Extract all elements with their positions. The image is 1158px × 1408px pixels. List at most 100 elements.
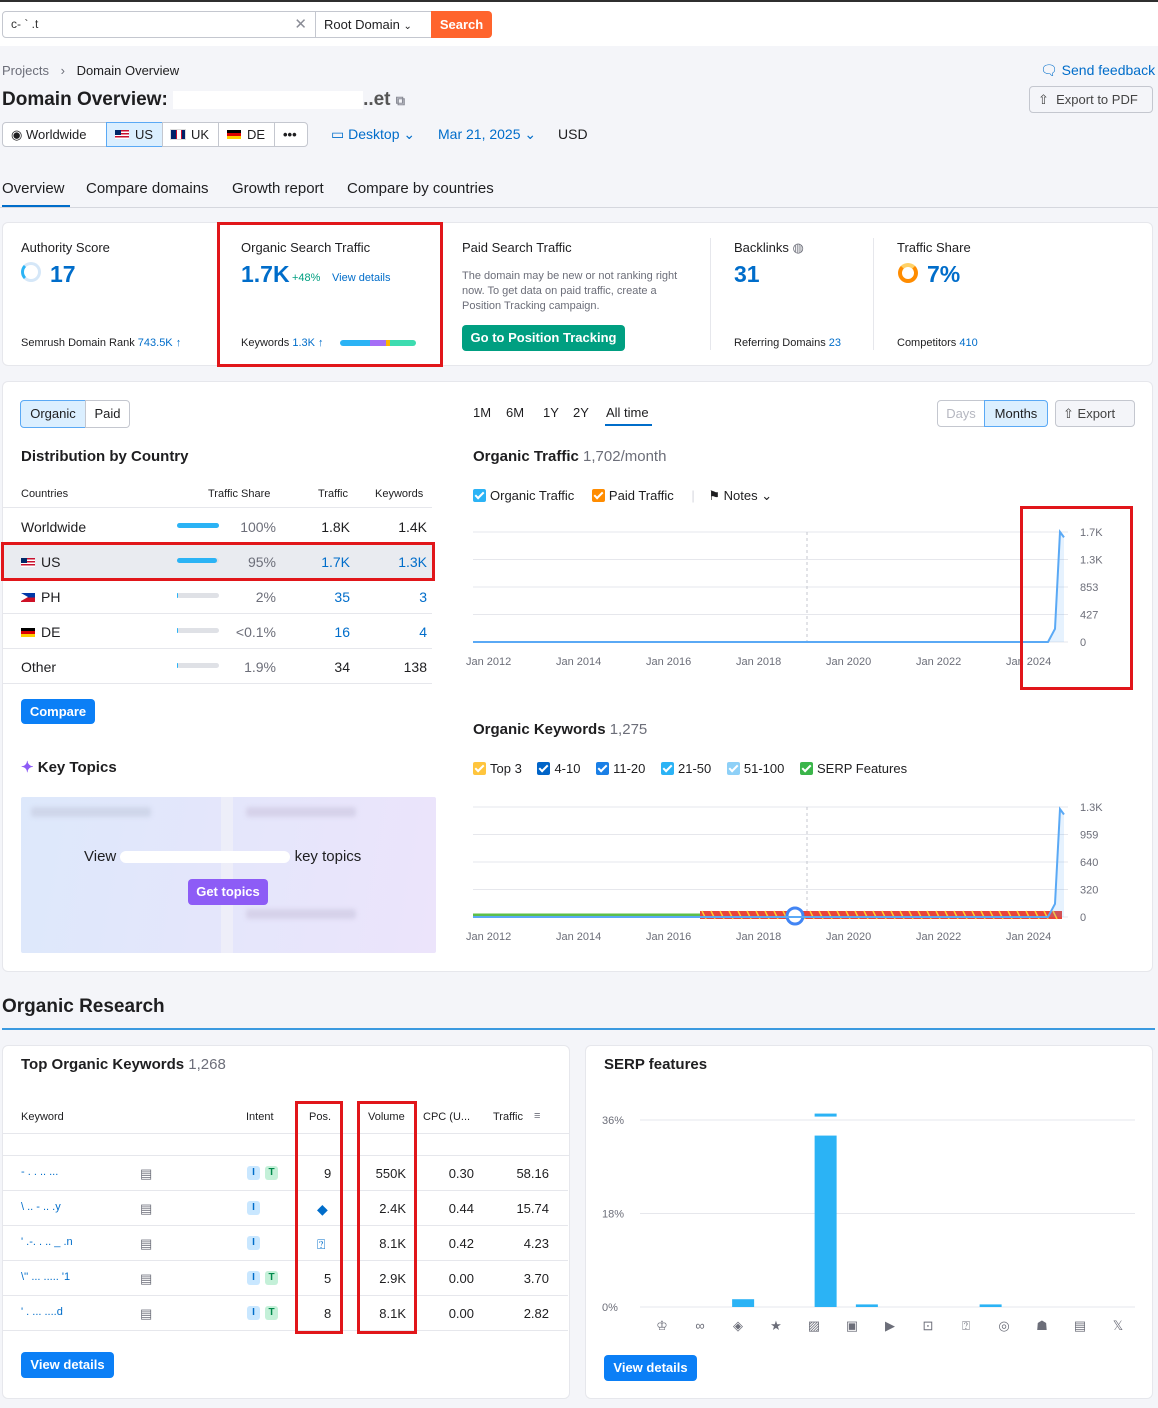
featured-snippet-icon[interactable]: ◆ — [317, 1201, 328, 1217]
info-icon[interactable]: ◍ — [792, 240, 804, 255]
serp-snapshot-icon[interactable]: ▤ — [140, 1271, 153, 1286]
period-1y[interactable]: 1Y — [543, 405, 559, 420]
legend-top3[interactable]: Top 3 — [473, 761, 522, 776]
serp-snapshot-icon[interactable]: ▤ — [140, 1201, 153, 1216]
table-row[interactable]: \ .. - .. .y ▤ I ◆ 2.4K 0.44 15.74 — [2, 1191, 568, 1226]
crown-icon[interactable]: ♔ — [656, 1318, 668, 1333]
view-details-keywords-button[interactable]: View details — [21, 1352, 114, 1378]
article-icon[interactable]: ▤ — [1073, 1318, 1087, 1333]
legend-paid-traffic[interactable]: Paid Traffic — [591, 488, 674, 503]
legend-serp-features[interactable]: SERP Features — [800, 761, 907, 776]
traffic-value[interactable]: 16 — [334, 624, 350, 640]
view-details-link[interactable]: View details — [332, 272, 391, 284]
tab-growth-report[interactable]: Growth report — [232, 180, 324, 197]
tab-overview[interactable]: Overview — [2, 180, 65, 197]
image-icon[interactable]: ▨ — [807, 1318, 821, 1333]
serp-snapshot-icon[interactable]: ▤ — [140, 1236, 153, 1251]
col-traffic[interactable]: Traffic — [493, 1111, 523, 1123]
legend-11-20[interactable]: 11-20 — [596, 761, 645, 776]
traffic-share-value[interactable]: 7% — [927, 261, 961, 287]
education-icon[interactable]: ☗ — [1036, 1318, 1048, 1333]
serp-snapshot-icon[interactable]: ▤ — [140, 1166, 153, 1181]
star-icon[interactable]: ★ — [770, 1318, 782, 1333]
link-icon[interactable]: ∞ — [695, 1318, 705, 1333]
domain-rank-value[interactable]: 743.5K ↑ — [137, 337, 182, 349]
col-cpc[interactable]: CPC (U... — [423, 1111, 471, 1123]
region-uk[interactable]: UK — [162, 122, 219, 147]
country-row-us[interactable]: US 95% 1.7K 1.3K — [2, 544, 432, 579]
x-icon[interactable]: 𝕏 — [1112, 1318, 1124, 1333]
search-button[interactable]: Search — [431, 11, 492, 38]
backlinks-value[interactable]: 31 — [734, 261, 760, 287]
flag-icon: ⚑ — [708, 488, 721, 503]
chart-export-button[interactable]: ⇧ Export — [1055, 400, 1135, 427]
region-de[interactable]: DE — [218, 122, 275, 147]
legend-51-100[interactable]: 51-100 — [726, 761, 784, 776]
more-regions-button[interactable]: ••• — [274, 122, 308, 147]
authority-score[interactable]: 17 — [50, 261, 76, 287]
video-carousel-icon[interactable]: ⊡ — [922, 1318, 934, 1333]
domain-search-input[interactable]: c- ` .t ✕ — [2, 11, 316, 38]
region-worldwide[interactable]: ◉ Worldwide — [2, 122, 107, 147]
granularity-months[interactable]: Months — [984, 400, 1048, 427]
keywords-value[interactable]: 1.3K ↑ — [292, 337, 324, 349]
col-pos[interactable]: Pos. — [309, 1111, 332, 1123]
clear-icon[interactable]: ✕ — [294, 16, 307, 33]
diamond-icon[interactable]: ◈ — [733, 1318, 743, 1333]
keyword-link[interactable]: \ .. - .. .y — [21, 1201, 61, 1213]
tab-compare-countries[interactable]: Compare by countries — [347, 180, 494, 197]
region-us[interactable]: US — [106, 122, 163, 147]
traffic-value[interactable]: 35 — [334, 589, 350, 605]
legend-21-50[interactable]: 21-50 — [661, 761, 711, 776]
country-row-de[interactable]: DE <0.1% 16 4 — [2, 614, 432, 649]
keyword-link[interactable]: ' . ... ....d — [21, 1306, 63, 1318]
keywords-value[interactable]: 4 — [419, 624, 427, 640]
breadcrumb-projects[interactable]: Projects — [2, 63, 49, 78]
serp-snapshot-icon[interactable]: ▤ — [140, 1306, 153, 1321]
organic-traffic-value[interactable]: 1.7K — [241, 261, 290, 287]
view-details-serp-button[interactable]: View details — [604, 1355, 697, 1381]
referring-domains-value[interactable]: 23 — [828, 337, 842, 349]
keyword-link[interactable]: ' .-. . .. _ .n — [21, 1236, 73, 1248]
period-1m[interactable]: 1M — [473, 405, 492, 420]
legend-4-10[interactable]: 4-10 — [537, 761, 580, 776]
location-icon[interactable]: ◎ — [998, 1318, 1010, 1333]
tab-compare-domains[interactable]: Compare domains — [86, 180, 209, 197]
col-volume[interactable]: Volume — [368, 1111, 405, 1123]
legend-organic-traffic[interactable]: Organic Traffic — [473, 488, 574, 503]
country-row-worldwide[interactable]: Worldwide 100% 1.8K 1.4K — [2, 509, 432, 544]
compare-button[interactable]: Compare — [21, 699, 95, 724]
toggle-organic[interactable]: Organic — [20, 400, 86, 428]
image-pack-icon[interactable]: ▣ — [845, 1318, 859, 1333]
external-link-icon[interactable]: ⧉ — [395, 93, 406, 108]
send-feedback-link[interactable]: 🗨 Send feedback — [1040, 62, 1155, 79]
competitors-value[interactable]: 410 — [959, 337, 978, 349]
date-select[interactable]: Mar 21, 2025 ⌄ — [438, 126, 536, 143]
period-2y[interactable]: 2Y — [573, 405, 589, 420]
keywords-value[interactable]: 3 — [419, 589, 427, 605]
keywords-value[interactable]: 1.3K — [398, 554, 427, 570]
table-row[interactable]: ' .-. . .. _ .n ▤ I ⍰ 8.1K 0.42 4.23 — [2, 1226, 568, 1261]
get-topics-button[interactable]: Get topics — [188, 879, 268, 905]
granularity-days[interactable]: Days — [937, 400, 985, 427]
sort-icon[interactable]: ≡ — [534, 1110, 541, 1122]
export-pdf-button[interactable]: ⇧ Export to PDF — [1029, 86, 1153, 113]
position-tracking-button[interactable]: Go to Position Tracking — [462, 325, 625, 351]
video-icon[interactable]: ▶ — [885, 1318, 895, 1333]
toggle-paid[interactable]: Paid — [85, 400, 130, 428]
keyword-link[interactable]: \'' ... ..... '1 — [21, 1271, 71, 1283]
device-select[interactable]: ▭ Desktop ⌄ — [331, 126, 415, 143]
period-all-time[interactable]: All time — [606, 405, 649, 420]
faq-icon[interactable]: ⍰ — [962, 1318, 970, 1333]
x-tick-label: Jan 2016 — [646, 656, 691, 668]
notes-dropdown[interactable]: ⚑ Notes ⌄ — [708, 488, 772, 503]
keyword-link[interactable]: - . . .. ... — [21, 1166, 59, 1178]
period-6m[interactable]: 6M — [506, 405, 525, 420]
faq-icon[interactable]: ⍰ — [317, 1236, 326, 1252]
country-row-ph[interactable]: PH 2% 35 3 — [2, 579, 432, 614]
root-domain-select[interactable]: Root Domain ⌄ — [316, 11, 432, 38]
traffic-value[interactable]: 1.7K — [321, 554, 350, 570]
